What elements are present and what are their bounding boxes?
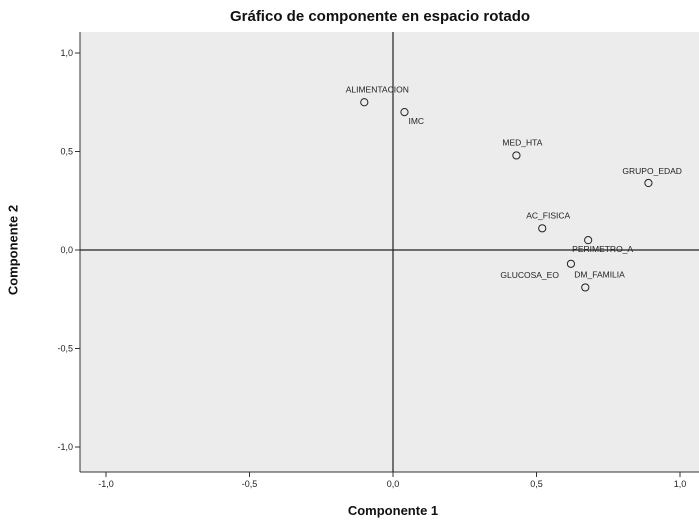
data-point-label: ALIMENTACION — [346, 84, 409, 94]
data-point-label: PERIMETRO_A — [572, 244, 633, 254]
data-point-label: IMC — [408, 116, 424, 126]
data-point-label: GRUPO_EDAD — [622, 166, 682, 176]
data-point-marker — [584, 236, 593, 245]
x-axis-label: Componente 1 — [347, 503, 439, 518]
data-point-marker — [581, 283, 590, 292]
y-tick-label: 1,0 — [60, 48, 73, 58]
x-tick-label: -1,0 — [98, 479, 114, 489]
x-tick-label: -0,5 — [242, 479, 258, 489]
data-point-label: DM_FAMILIA — [574, 269, 625, 279]
tick-marks: -1,0 -0,5 0,0 0,5 1,0 1,0 0,5 0,0 -0,5 -1,0 — [57, 48, 686, 489]
axes — [79, 32, 699, 473]
data-point-label: AC_FISICA — [526, 210, 570, 220]
x-tick-label: 1,0 — [674, 479, 687, 489]
plot-area — [80, 32, 699, 472]
data-point-marker — [644, 178, 653, 188]
y-tick-label: -0,5 — [57, 344, 73, 354]
x-tick-label: 0,5 — [530, 479, 543, 489]
chart-title: Gráfico de componente en espacio rotado — [229, 8, 531, 25]
data-point-label: MED_HTA — [502, 137, 542, 147]
data-point-marker — [512, 151, 521, 160]
y-tick-label: 0,0 — [60, 245, 73, 255]
data-point-marker — [360, 98, 369, 107]
data-point-marker — [566, 259, 576, 268]
y-tick-label: -1,0 — [57, 442, 73, 452]
x-tick-label: 0,0 — [387, 479, 400, 489]
data-point-marker — [400, 108, 409, 117]
data-point-marker — [538, 224, 547, 233]
data-point-label: GLUCOSA_EO — [500, 270, 559, 280]
data-points: ALIMENTACION IMC MED_HTA GRUPO_EDAD AC_FISIC… — [346, 84, 682, 292]
y-tick-label: 0,5 — [60, 147, 73, 157]
